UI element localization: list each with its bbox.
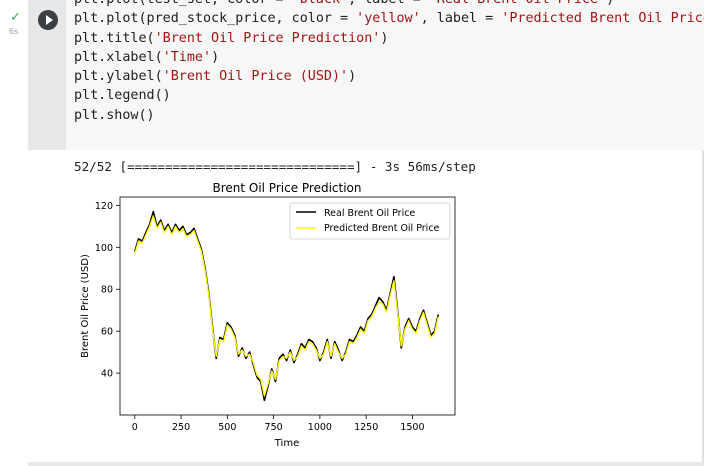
- code-string: 'black': [292, 0, 348, 7]
- code-line: plt.plot(pred_stock_price, color = 'yell…: [74, 9, 704, 28]
- y-tick-label: 40: [101, 369, 113, 380]
- code-token: ): [606, 0, 614, 7]
- y-axis: 40 60 80 100 120: [95, 201, 120, 380]
- x-axis-label: Time: [274, 438, 299, 449]
- code-token: plt.plot(test_set, color =: [74, 0, 292, 7]
- series-lines: [134, 210, 440, 402]
- x-tick-label: 250: [172, 422, 190, 433]
- code-string: 'Brent Oil Price (USD)': [162, 69, 349, 85]
- play-icon: [46, 15, 53, 25]
- legend-box: [289, 202, 451, 240]
- code-editor[interactable]: [66, 0, 704, 150]
- y-tick-label: 100: [95, 243, 113, 254]
- code-token: , label =: [420, 11, 502, 27]
- code-line: plt.xlabel('Time'): [74, 48, 704, 67]
- code-line: plt.title('Brent Oil Price Prediction'): [74, 29, 704, 48]
- check-icon: ✓: [10, 10, 21, 25]
- execution-time: 6s: [9, 27, 19, 36]
- code-string: 'yellow': [356, 11, 421, 27]
- legend-label-real: Real Brent Oil Price: [324, 208, 415, 219]
- code-line: plt.plot(test_set, color = 'black', labe…: [74, 0, 704, 9]
- output-right-border: [702, 150, 704, 466]
- x-tick-label: 500: [218, 422, 236, 433]
- code-token: plt.title(: [74, 30, 155, 46]
- code-string: 'Real Brent Oil Price': [429, 0, 606, 7]
- code-token: plt.plot(pred_stock_price, color =: [74, 11, 357, 27]
- code-token: , label =: [348, 0, 429, 7]
- code-token: ): [348, 69, 357, 85]
- chart-title: Brent Oil Price Prediction: [212, 181, 361, 195]
- x-tick-label: 1000: [308, 422, 332, 433]
- run-cell-button[interactable]: [38, 10, 58, 30]
- progress-text: 52/52 [==============================] -…: [74, 159, 476, 174]
- code-token: plt.ylabel(: [74, 69, 163, 85]
- x-tick-label: 0: [132, 422, 138, 433]
- y-tick-label: 60: [101, 327, 113, 338]
- series-line-predicted: [134, 215, 439, 397]
- legend: Real Brent Oil Price Predicted Brent Oil…: [289, 202, 451, 240]
- code-line: plt.ylabel('Brent Oil Price (USD)'): [74, 67, 704, 86]
- cell-gutter: ✓ 6s: [0, 0, 28, 466]
- cell-bottom-border: [28, 462, 704, 466]
- x-tick-label: 1250: [354, 422, 378, 433]
- code-token: plt.show(): [74, 107, 155, 123]
- code-line: plt.legend(): [74, 86, 704, 105]
- code-token: ): [211, 49, 220, 65]
- y-tick-label: 120: [95, 201, 113, 212]
- code-token: ): [380, 30, 389, 46]
- plot-figure: Brent Oil Price Prediction 0 250 500 750 100…: [80, 181, 456, 449]
- code-string: 'Time': [162, 49, 212, 65]
- y-axis-label: Brent Oil Price (USD): [80, 254, 91, 358]
- y-tick-label: 80: [101, 285, 113, 296]
- code-token: plt.xlabel(: [74, 49, 163, 65]
- code-string: 'Brent Oil Price Prediction': [154, 30, 381, 46]
- legend-label-predicted: Predicted Brent Oil Price: [324, 223, 440, 234]
- code-string: 'Predicted Brent Oil Price': [501, 11, 704, 27]
- x-tick-label: 1500: [400, 422, 424, 433]
- x-axis: 0 250 500 750 1000 1250 1500: [132, 415, 425, 433]
- x-tick-label: 750: [265, 422, 283, 433]
- code-line: plt.show(): [74, 106, 704, 125]
- code-token: plt.legend(): [74, 88, 171, 104]
- code-text[interactable]: plt.plot(test_set, color = 'black', labe…: [74, 0, 704, 125]
